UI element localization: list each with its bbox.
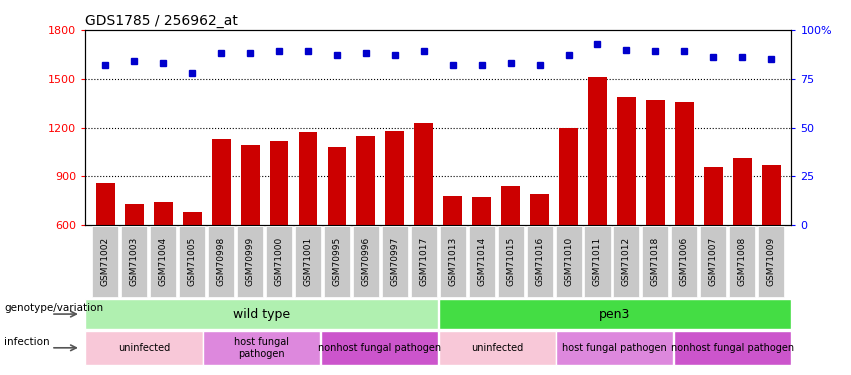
- Text: GSM71011: GSM71011: [593, 237, 602, 286]
- FancyBboxPatch shape: [585, 226, 610, 297]
- Text: GSM71008: GSM71008: [738, 237, 746, 286]
- Bar: [212, 139, 231, 225]
- Text: GDS1785 / 256962_at: GDS1785 / 256962_at: [85, 13, 238, 28]
- Text: GSM70998: GSM70998: [217, 237, 226, 286]
- Bar: [241, 146, 260, 225]
- FancyBboxPatch shape: [557, 331, 673, 365]
- Text: GSM71012: GSM71012: [622, 237, 631, 286]
- Bar: [414, 123, 433, 225]
- Bar: [617, 97, 636, 225]
- FancyBboxPatch shape: [266, 226, 292, 297]
- FancyBboxPatch shape: [85, 299, 438, 329]
- Text: GSM71007: GSM71007: [709, 237, 717, 286]
- Text: GSM71009: GSM71009: [767, 237, 775, 286]
- Text: GSM71002: GSM71002: [101, 237, 110, 286]
- Text: host fungal
pathogen: host fungal pathogen: [234, 337, 289, 358]
- FancyBboxPatch shape: [440, 226, 465, 297]
- Text: uninfected: uninfected: [471, 343, 523, 353]
- FancyBboxPatch shape: [469, 226, 494, 297]
- Bar: [328, 147, 346, 225]
- Bar: [472, 197, 491, 225]
- Text: nonhost fungal pathogen: nonhost fungal pathogen: [671, 343, 794, 353]
- Text: GSM71010: GSM71010: [564, 237, 573, 286]
- FancyBboxPatch shape: [729, 226, 755, 297]
- Text: uninfected: uninfected: [117, 343, 170, 353]
- Bar: [733, 158, 751, 225]
- Bar: [530, 194, 549, 225]
- Bar: [443, 196, 462, 225]
- FancyBboxPatch shape: [122, 226, 147, 297]
- Bar: [270, 141, 288, 225]
- Text: GSM71014: GSM71014: [477, 237, 486, 286]
- Text: GSM71018: GSM71018: [651, 237, 660, 286]
- FancyBboxPatch shape: [324, 226, 350, 297]
- Text: host fungal pathogen: host fungal pathogen: [563, 343, 667, 353]
- Text: GSM71016: GSM71016: [535, 237, 544, 286]
- FancyBboxPatch shape: [93, 226, 118, 297]
- Bar: [646, 100, 665, 225]
- Text: GSM70999: GSM70999: [246, 237, 254, 286]
- Bar: [386, 131, 404, 225]
- Bar: [125, 204, 144, 225]
- Bar: [588, 77, 607, 225]
- FancyBboxPatch shape: [411, 226, 437, 297]
- Text: GSM71015: GSM71015: [506, 237, 515, 286]
- Bar: [501, 186, 520, 225]
- FancyBboxPatch shape: [498, 226, 523, 297]
- Text: GSM71004: GSM71004: [159, 237, 168, 286]
- Text: GSM71017: GSM71017: [420, 237, 428, 286]
- FancyBboxPatch shape: [208, 226, 234, 297]
- Text: GSM71005: GSM71005: [188, 237, 197, 286]
- Text: GSM70997: GSM70997: [391, 237, 399, 286]
- FancyBboxPatch shape: [151, 226, 176, 297]
- Bar: [704, 166, 722, 225]
- FancyBboxPatch shape: [321, 331, 438, 365]
- Text: GSM71003: GSM71003: [130, 237, 139, 286]
- Text: GSM71006: GSM71006: [680, 237, 688, 286]
- FancyBboxPatch shape: [438, 299, 791, 329]
- Bar: [96, 183, 115, 225]
- FancyBboxPatch shape: [643, 226, 668, 297]
- Text: GSM71001: GSM71001: [304, 237, 312, 286]
- Text: GSM71000: GSM71000: [275, 237, 283, 286]
- FancyBboxPatch shape: [295, 226, 321, 297]
- Bar: [299, 132, 317, 225]
- Text: GSM70996: GSM70996: [362, 237, 370, 286]
- Text: GSM71013: GSM71013: [448, 237, 457, 286]
- Bar: [154, 202, 173, 225]
- FancyBboxPatch shape: [758, 226, 784, 297]
- Bar: [559, 128, 578, 225]
- FancyBboxPatch shape: [382, 226, 408, 297]
- Bar: [357, 136, 375, 225]
- FancyBboxPatch shape: [203, 331, 320, 365]
- FancyBboxPatch shape: [353, 226, 379, 297]
- Text: GSM70995: GSM70995: [333, 237, 341, 286]
- Text: pen3: pen3: [599, 308, 631, 321]
- Bar: [183, 212, 202, 225]
- FancyBboxPatch shape: [237, 226, 263, 297]
- Text: nonhost fungal pathogen: nonhost fungal pathogen: [317, 343, 441, 353]
- FancyBboxPatch shape: [614, 226, 639, 297]
- Text: infection: infection: [4, 337, 50, 347]
- FancyBboxPatch shape: [527, 226, 552, 297]
- FancyBboxPatch shape: [671, 226, 697, 297]
- Text: genotype/variation: genotype/variation: [4, 303, 103, 313]
- Bar: [675, 102, 694, 225]
- FancyBboxPatch shape: [700, 226, 726, 297]
- FancyBboxPatch shape: [438, 331, 556, 365]
- FancyBboxPatch shape: [180, 226, 205, 297]
- Text: wild type: wild type: [233, 308, 290, 321]
- FancyBboxPatch shape: [674, 331, 791, 365]
- FancyBboxPatch shape: [85, 331, 203, 365]
- FancyBboxPatch shape: [556, 226, 581, 297]
- Bar: [762, 165, 780, 225]
